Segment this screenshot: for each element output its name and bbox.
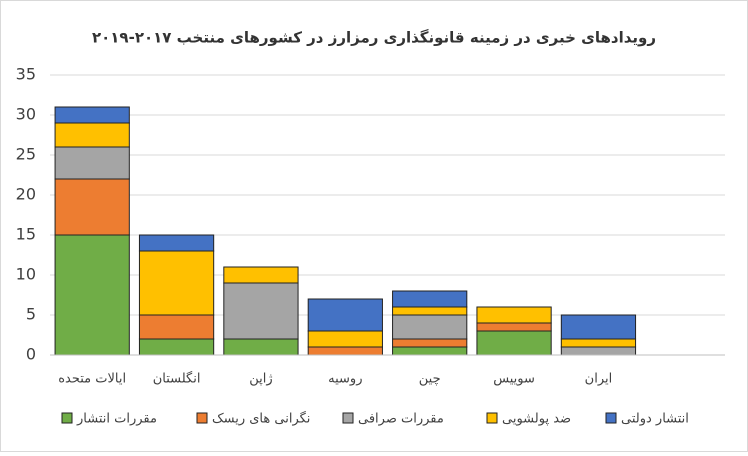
bar-segment (54, 146, 130, 180)
bar-segment (138, 250, 215, 316)
bar-segment (476, 330, 552, 356)
bar-segment (54, 122, 130, 148)
x-tick-label: ایالات متحده (58, 372, 126, 387)
x-tick-label: ژاپن (249, 372, 272, 387)
legend-label: مقررات انتشار (76, 412, 157, 427)
y-tick-label: 5 (26, 305, 36, 324)
chart-title: رویدادهای خبری در زمینه قانونگذاری رمزار… (92, 29, 656, 47)
y-tick-label: 10 (16, 265, 36, 284)
bar-segment (560, 314, 637, 340)
bar-segment (138, 338, 215, 356)
x-tick-label: روسیه (328, 372, 362, 387)
legend-swatch (605, 412, 617, 424)
y-tick-label: 0 (26, 345, 36, 364)
bar-segment (392, 306, 468, 316)
x-tick-label: ایران (585, 372, 613, 387)
legend-swatch (196, 412, 208, 424)
x-tick-label: سوییس (493, 372, 535, 387)
legend-label: ضد پولشویی (502, 412, 571, 427)
bar-segment (307, 330, 383, 348)
bar-segment (54, 178, 130, 236)
legend-swatch (486, 412, 498, 424)
y-tick-label: 15 (16, 225, 36, 244)
bar-segment (392, 314, 468, 340)
bar-segment (223, 266, 299, 284)
bar-segment (307, 298, 383, 332)
bar-segment (392, 338, 468, 348)
bar-segment (476, 322, 552, 332)
y-tick-label: 30 (16, 105, 36, 124)
bar-segment (392, 346, 468, 356)
bar-segment (138, 314, 215, 340)
legend-swatch (342, 412, 354, 424)
bar-segment (223, 282, 299, 340)
legend-label: انتشار دولتی (621, 412, 689, 427)
bar-segment (560, 338, 637, 348)
bar-segment (307, 346, 383, 356)
bar-segment (223, 338, 299, 356)
legend-label: نگرانی های ریسک (212, 411, 310, 427)
bar-segment (138, 234, 215, 252)
x-tick-label: چین (419, 372, 441, 387)
bar-segment (54, 106, 130, 124)
bar-segment (560, 346, 637, 356)
y-tick-label: 25 (16, 145, 36, 164)
legend-swatch (61, 412, 73, 424)
x-tick-label: انگلستان (153, 371, 201, 387)
bar-segment (476, 306, 552, 324)
bar-segment (392, 290, 468, 308)
bar-segment (54, 234, 130, 356)
y-tick-label: 35 (16, 65, 36, 84)
y-tick-label: 20 (16, 185, 36, 204)
legend-label: مقررات صرافی (358, 412, 444, 427)
